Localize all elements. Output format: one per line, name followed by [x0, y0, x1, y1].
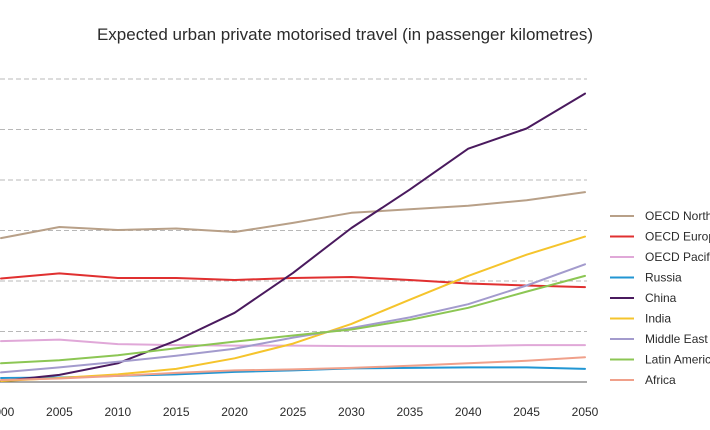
legend-label: Latin America	[645, 353, 710, 367]
x-tick-label: 2025	[280, 405, 307, 419]
series-line	[0, 272, 586, 289]
x-tick-label: 2030	[338, 405, 365, 419]
legend-label: India	[645, 312, 671, 326]
x-tick-label: 2045	[513, 405, 540, 419]
series-line	[0, 235, 586, 382]
series-lines	[0, 92, 586, 382]
legend-label: OECD Pacific	[645, 250, 710, 264]
legend-label: OECD North America	[645, 209, 710, 223]
x-tick-label: 2050	[572, 405, 599, 419]
legend-label: Middle East	[645, 332, 708, 346]
series-line	[0, 92, 586, 382]
x-tick-label: 2000	[0, 405, 15, 419]
legend-label: Africa	[645, 373, 676, 387]
x-tick-label: 2010	[104, 405, 131, 419]
legend-label: China	[645, 291, 677, 305]
legend: OECD North America OECD Europe OECD Pacifi…	[610, 209, 710, 387]
x-axis-ticks: 2000 2005 2010 2015 2020 2025 2030 2035 2040 2045…	[0, 405, 599, 419]
series-line	[0, 274, 586, 365]
x-tick-label: 2005	[46, 405, 73, 419]
legend-label: OECD Europe	[645, 230, 710, 244]
series-line	[0, 338, 586, 348]
x-tick-label: 2015	[163, 405, 190, 419]
grid-lines	[0, 78, 587, 332]
chart-title: Expected urban private motorised travel …	[97, 25, 593, 44]
series-line	[0, 263, 586, 374]
x-tick-label: 2020	[221, 405, 248, 419]
x-tick-label: 2035	[396, 405, 423, 419]
series-line	[0, 191, 586, 240]
legend-label: Russia	[645, 271, 682, 285]
series-line	[0, 356, 586, 381]
x-tick-label: 2040	[455, 405, 482, 419]
